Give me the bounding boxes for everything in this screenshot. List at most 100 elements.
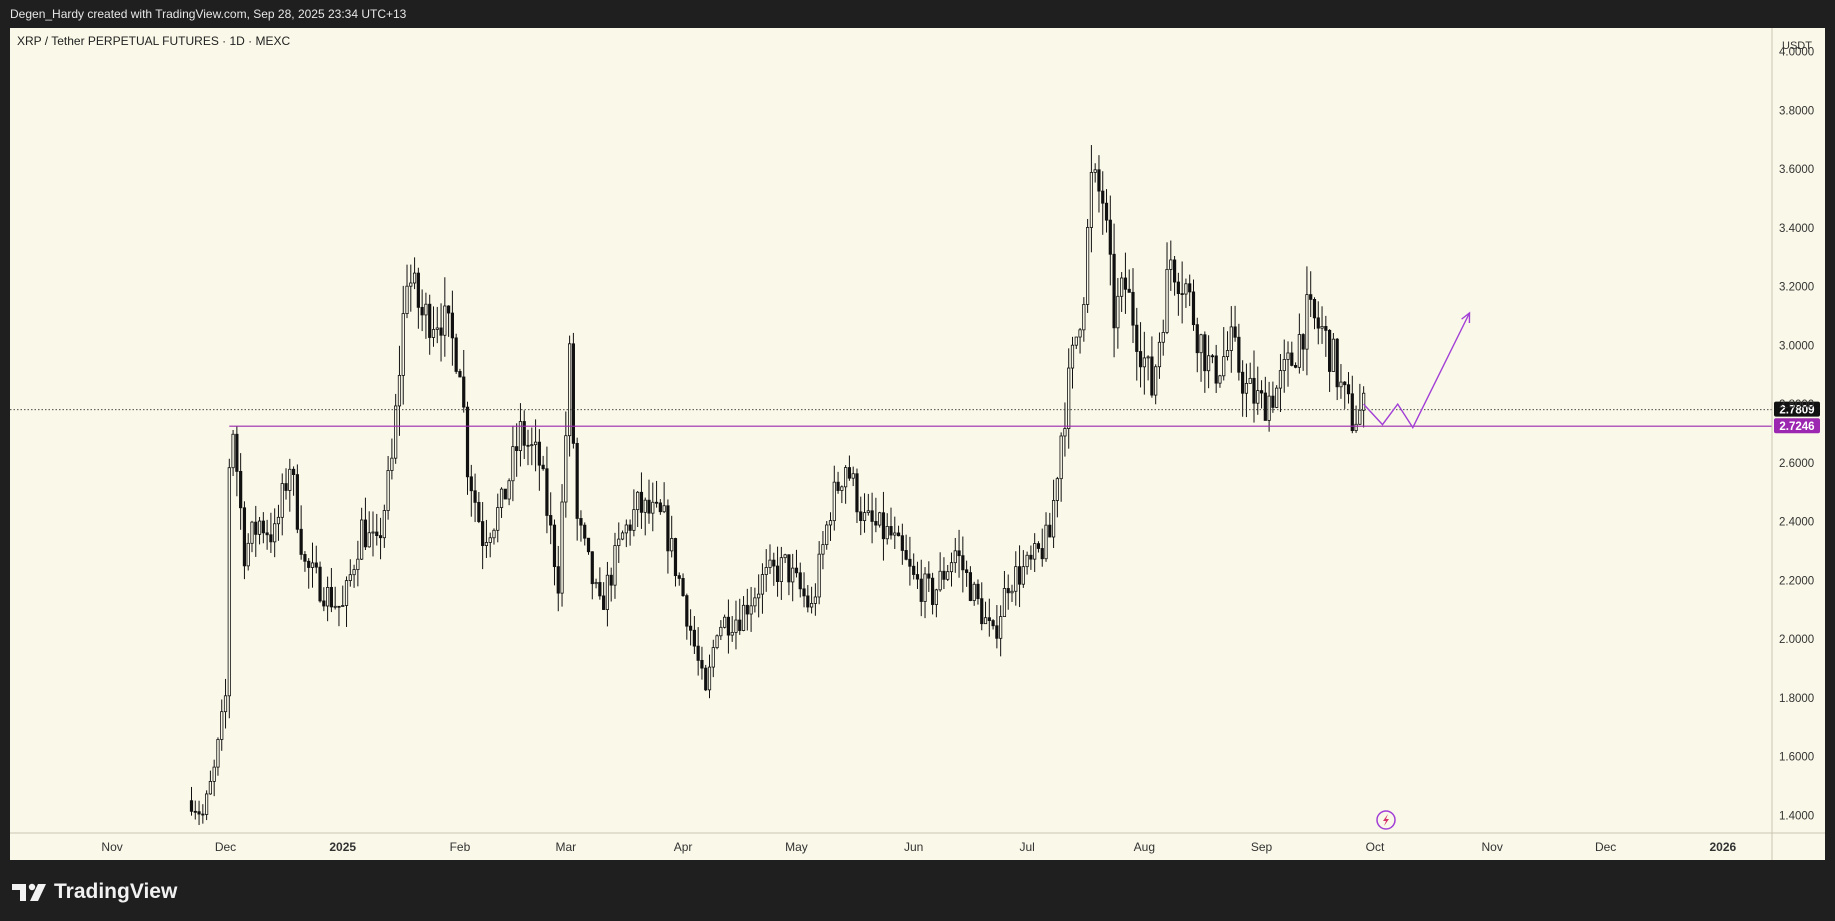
candle (889, 507, 893, 540)
candle (723, 614, 727, 629)
tradingview-logo[interactable]: TradingView (12, 878, 177, 906)
candle-body (1063, 428, 1067, 437)
candle-body (711, 647, 715, 668)
candle-body (1354, 423, 1358, 432)
candle-body (934, 589, 938, 605)
candle-body (545, 468, 549, 516)
candle-body (1074, 336, 1078, 346)
candle-body (1048, 524, 1052, 538)
y-tick-label: 2.6000 (1779, 458, 1814, 470)
candle (915, 561, 920, 589)
candle-body (1282, 359, 1286, 372)
candle-body (1127, 288, 1131, 293)
candle-body (991, 620, 995, 627)
candle-body (1044, 524, 1048, 560)
candle-body (235, 433, 239, 472)
candle (1339, 364, 1343, 399)
candle (1350, 375, 1354, 434)
candle (673, 537, 678, 587)
candle-body (492, 529, 496, 539)
candle (628, 519, 632, 546)
candle (999, 605, 1003, 657)
candle (757, 574, 761, 618)
candle (322, 587, 326, 612)
candle-body (1146, 356, 1150, 359)
candle (1169, 240, 1173, 291)
candle-body (337, 605, 341, 608)
candle (613, 532, 617, 599)
candle (299, 505, 303, 560)
candle (624, 519, 628, 548)
candle (847, 455, 852, 481)
candle-body (579, 518, 583, 526)
candle (1044, 512, 1048, 562)
candle-body (972, 583, 976, 601)
candle (1278, 353, 1283, 412)
candle-body (1101, 190, 1105, 204)
candle (1241, 360, 1245, 417)
candle-body (1343, 381, 1347, 386)
candle-body (1362, 392, 1366, 411)
candle-body (704, 667, 708, 691)
candle (488, 532, 492, 558)
candle (893, 516, 897, 549)
candle-body (450, 312, 454, 339)
candle-body (1078, 329, 1082, 338)
candle (564, 411, 568, 518)
candle (726, 599, 731, 654)
candle (314, 545, 318, 574)
candle (859, 496, 863, 536)
candles (189, 145, 1366, 826)
candle (1070, 336, 1075, 389)
candle-body (416, 272, 420, 308)
candle-body (651, 501, 655, 514)
candle (1188, 274, 1192, 307)
candle (987, 598, 991, 637)
candle (636, 490, 640, 528)
candle (378, 517, 383, 560)
candle (261, 512, 265, 544)
candle (775, 546, 780, 597)
candle-body (537, 441, 541, 466)
y-tick-label: 1.6000 (1779, 752, 1814, 764)
candle-body (1131, 291, 1135, 326)
candle (390, 438, 394, 480)
candle (1033, 533, 1037, 573)
candle-body (844, 467, 848, 488)
candle-body (333, 605, 337, 608)
candle (798, 562, 802, 598)
candle (257, 516, 262, 545)
candle (878, 511, 882, 528)
candle-body (515, 446, 519, 451)
candle (431, 306, 436, 347)
candle (1346, 372, 1351, 404)
candle-body (999, 616, 1003, 639)
candle (242, 501, 247, 580)
candle-body (764, 567, 768, 575)
candle (405, 264, 409, 319)
candle (866, 493, 870, 516)
candle (579, 510, 583, 542)
x-tick-label: 2025 (329, 840, 356, 854)
candle (1108, 195, 1112, 286)
candle (1301, 333, 1305, 371)
candle-body (598, 582, 602, 597)
chart-area[interactable] (10, 28, 1825, 860)
candle (1290, 341, 1294, 367)
candle-body (276, 516, 281, 525)
candle-body (915, 574, 920, 580)
candle (439, 303, 443, 362)
candle-body (760, 574, 765, 595)
candle-body (1108, 219, 1112, 255)
candle-body (208, 781, 212, 795)
candle-body (643, 499, 647, 513)
candle-body (813, 596, 817, 604)
candle-body (507, 480, 511, 500)
candle (938, 552, 942, 592)
candle-body (1157, 341, 1162, 368)
candle (265, 519, 269, 550)
candle (458, 368, 462, 378)
candle (1309, 271, 1313, 317)
candle-body (1271, 395, 1275, 408)
